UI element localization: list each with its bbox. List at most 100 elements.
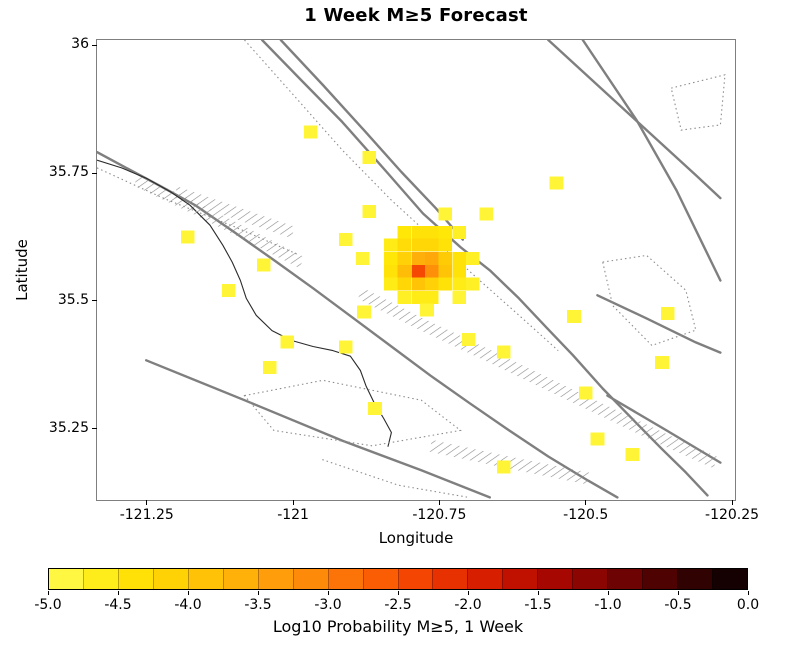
probability-cell	[438, 277, 453, 291]
probability-cell	[625, 447, 640, 461]
x-tick-label: -120.25	[705, 507, 760, 523]
probability-cell	[397, 264, 412, 278]
colorbar-segment	[187, 569, 223, 589]
probability-cell	[384, 277, 398, 291]
y-tick	[92, 428, 97, 430]
colorbar-tick-label: -0.5	[664, 597, 692, 613]
chart-title: 1 Week M≥5 Forecast	[304, 5, 528, 26]
probability-cell	[452, 252, 467, 265]
colorbar-segment	[677, 569, 713, 589]
probability-cell	[338, 233, 353, 246]
colorbar-segment	[712, 569, 747, 589]
colorbar-segment	[49, 569, 83, 589]
y-tick-label: 35.25	[48, 419, 89, 436]
probability-cell	[424, 238, 439, 252]
probability-cell	[655, 355, 669, 369]
y-tick	[92, 300, 97, 302]
probability-cell	[384, 252, 398, 265]
probability-cell	[438, 264, 453, 278]
colorbar-segment	[642, 569, 678, 589]
colorbar-segment	[292, 569, 328, 589]
y-tick	[92, 44, 97, 46]
colorbar-tick-label: -1.0	[594, 597, 622, 613]
probability-cell	[578, 386, 593, 400]
colorbar-segment	[502, 569, 538, 589]
probability-cell	[424, 252, 439, 265]
x-tick	[146, 500, 148, 505]
probability-cell	[452, 225, 467, 239]
probability-cell	[420, 303, 434, 317]
colorbar-tick-label: -2.5	[384, 597, 412, 613]
probability-cell	[411, 238, 426, 252]
colorbar-tick-label: -5.0	[34, 597, 62, 613]
probability-cell	[452, 290, 467, 304]
map-line-dotted-polygon-bottomleft	[243, 379, 462, 447]
colorbar-segment	[222, 569, 258, 589]
colorbar-tick	[327, 591, 329, 595]
colorbar-tick-label: 0.0	[736, 597, 760, 613]
probability-cell	[411, 264, 426, 278]
y-tick	[92, 172, 97, 174]
colorbar-segment	[327, 569, 363, 589]
map-line-hatch-band-short	[173, 186, 296, 239]
probability-cell	[424, 264, 439, 278]
probability-cell	[424, 290, 439, 304]
probability-cell	[660, 307, 675, 321]
x-tick-label: -120.5	[563, 507, 609, 523]
map-line-hatch-band-upper	[133, 174, 305, 268]
probability-cell	[384, 264, 398, 278]
probability-cell	[465, 252, 480, 265]
colorbar-segment	[362, 569, 398, 589]
colorbar-tick	[677, 591, 679, 595]
map-plot	[96, 39, 736, 501]
colorbar-segment	[257, 569, 293, 589]
probability-cell	[461, 332, 476, 346]
probability-cell	[438, 252, 453, 265]
colorbar-segment	[537, 569, 573, 589]
probability-cell	[496, 345, 511, 359]
map-line-ne-fault-2	[581, 40, 722, 282]
probability-cell	[221, 284, 236, 298]
x-axis-label: Longitude	[378, 529, 454, 547]
colorbar-tick	[607, 591, 609, 595]
probability-cell	[368, 401, 382, 415]
colorbar-tick-label: -2.0	[454, 597, 482, 613]
colorbar-tick-label: -4.0	[174, 597, 202, 613]
map-line-hatch-band-lower	[357, 287, 719, 469]
probability-cell	[303, 125, 318, 139]
map-line-dotted-left	[97, 167, 300, 256]
probability-cell	[397, 225, 412, 239]
colorbar	[48, 568, 748, 590]
probability-cell	[256, 258, 271, 272]
probability-cell	[424, 277, 439, 291]
probability-cell	[397, 277, 412, 291]
map-line-dotted-bottom	[322, 459, 469, 498]
probability-cell	[357, 305, 371, 319]
probability-cell	[384, 238, 398, 252]
colorbar-tick	[187, 591, 189, 595]
probability-cell	[397, 290, 412, 304]
colorbar-tick	[537, 591, 539, 595]
probability-cell	[438, 207, 453, 221]
colorbar-label: Log10 Probability M≥5, 1 Week	[272, 617, 524, 636]
x-tick	[731, 500, 733, 505]
colorbar-tick-label: -3.0	[314, 597, 342, 613]
colorbar-tick-label: -4.5	[104, 597, 132, 613]
colorbar-segment	[432, 569, 468, 589]
colorbar-tick	[117, 591, 119, 595]
colorbar-segment	[607, 569, 643, 589]
probability-cell	[590, 432, 605, 446]
colorbar-segment	[152, 569, 188, 589]
x-tick	[438, 500, 440, 505]
probability-cell	[438, 238, 453, 252]
x-tick-label: -121	[277, 507, 309, 523]
probability-cell	[411, 252, 426, 265]
x-tick	[585, 500, 587, 505]
probability-cell	[397, 238, 412, 252]
colorbar-tick	[47, 591, 49, 595]
probability-cell	[355, 252, 370, 265]
map-line-dotted-polygon-right	[602, 254, 697, 347]
probability-cell	[479, 207, 494, 221]
probability-cell	[262, 361, 277, 374]
